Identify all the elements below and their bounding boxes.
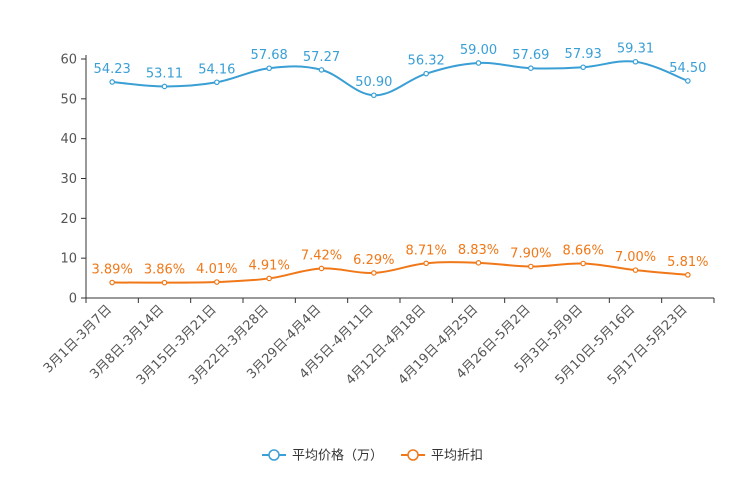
data-label: 3.86% [144, 263, 185, 278]
data-point[interactable] [214, 279, 220, 285]
data-point[interactable] [109, 279, 115, 286]
data-point[interactable] [475, 60, 482, 66]
legend-label: 平均价格（万） [292, 448, 383, 464]
data-label: 5.81% [667, 255, 708, 270]
data-label: 54.16 [198, 62, 235, 77]
data-point[interactable] [266, 65, 272, 72]
data-point[interactable] [371, 92, 377, 99]
data-point[interactable] [632, 58, 639, 65]
legend-swatch-marker [268, 449, 280, 461]
data-label: 59.00 [460, 43, 497, 58]
y-tick-label: 10 [60, 252, 77, 267]
y-tick-label: 20 [60, 212, 77, 227]
data-label: 7.00% [615, 250, 656, 265]
data-point[interactable] [161, 83, 168, 90]
data-point[interactable] [161, 279, 168, 286]
data-label: 8.83% [458, 243, 499, 258]
data-point[interactable] [318, 265, 325, 272]
data-point[interactable] [214, 79, 220, 86]
legend-label: 平均折扣 [431, 449, 483, 464]
series-1: 54.23 53.11 54.16 57.68 57.27 50.90 56.32 59.00… [94, 42, 706, 99]
data-point[interactable] [109, 79, 115, 85]
y-tick-label: 40 [60, 132, 77, 147]
y-tick-label: 60 [60, 53, 77, 68]
legend-item-1[interactable]: 平均价格（万） [262, 448, 383, 464]
data-point[interactable] [528, 263, 534, 270]
data-label: 7.42% [301, 248, 342, 263]
data-label: 57.93 [565, 47, 602, 62]
axes: 01020304050603月1日-3月7日3月8日-3月14日3月15日-3月… [41, 53, 715, 388]
series-layer: 54.23 53.11 54.16 57.68 57.27 50.90 56.32 59.00… [92, 42, 708, 286]
data-point[interactable] [266, 275, 272, 282]
data-label: 8.66% [563, 244, 604, 259]
data-point[interactable] [475, 260, 482, 266]
data-point[interactable] [685, 272, 691, 278]
data-point[interactable] [423, 70, 429, 77]
y-tick-label: 30 [60, 172, 77, 187]
y-tick-label: 0 [69, 292, 77, 307]
data-point[interactable] [371, 270, 377, 276]
data-label: 4.01% [196, 262, 237, 277]
data-label: 57.27 [303, 50, 340, 65]
data-point[interactable] [632, 267, 639, 273]
series-line [112, 60, 689, 97]
data-label: 50.90 [355, 75, 392, 90]
data-label: 4.91% [249, 258, 290, 273]
y-tick-label: 50 [60, 92, 77, 107]
legend-swatch-marker [407, 449, 419, 461]
series-2: 3.89% 3.86% 4.01% 4.91% 7.42% 6.29% 8.71% 8.83%… [92, 243, 708, 286]
data-label: 54.50 [669, 61, 706, 76]
legend-item-2[interactable]: 平均折扣 [401, 449, 483, 464]
data-label: 53.11 [146, 66, 183, 81]
data-label: 8.71% [406, 243, 447, 258]
series-line [112, 261, 688, 284]
data-label: 54.23 [94, 62, 131, 77]
data-point[interactable] [580, 260, 586, 267]
data-label: 3.89% [92, 263, 133, 278]
data-label: 57.69 [512, 48, 549, 63]
data-point[interactable] [528, 65, 534, 72]
data-point[interactable] [685, 78, 691, 84]
data-label: 6.29% [353, 253, 394, 268]
data-label: 7.90% [510, 247, 551, 262]
data-label: 57.68 [251, 48, 288, 63]
data-label: 59.31 [617, 42, 654, 57]
data-label: 56.32 [408, 54, 445, 69]
data-point[interactable] [423, 260, 429, 267]
data-point[interactable] [580, 64, 586, 71]
legend[interactable]: 平均价格（万） 平均折扣 [262, 448, 483, 464]
data-point[interactable] [318, 67, 325, 73]
